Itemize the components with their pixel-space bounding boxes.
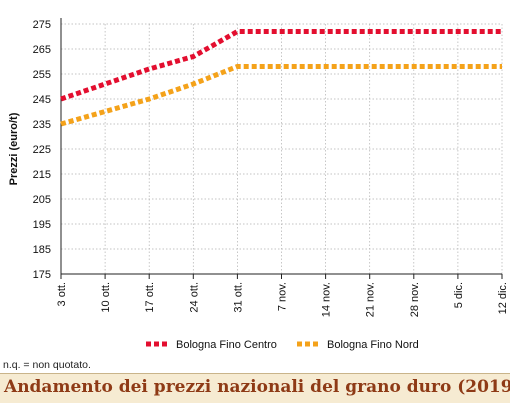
data-point-series-1	[455, 29, 460, 34]
y-tick-label: 235	[33, 119, 51, 131]
data-point-series-1	[59, 97, 64, 102]
data-point-series-2	[500, 64, 505, 69]
y-tick-label: 205	[33, 194, 51, 206]
x-tick-label: 24 ott.	[188, 282, 200, 313]
data-point-series-1	[367, 29, 372, 34]
x-tick-label: 17 ott.	[144, 282, 156, 313]
data-point-series-2	[279, 64, 284, 69]
data-point-series-1	[279, 29, 284, 34]
y-tick-label: 195	[33, 219, 51, 231]
data-point-series-1	[323, 29, 328, 34]
x-tick-label: 5 dic.	[453, 282, 465, 308]
data-point-series-1	[191, 54, 196, 59]
y-tick-label: 275	[33, 19, 51, 31]
x-tick-label: 10 ott.	[100, 282, 112, 313]
x-tick-label: 28 nov.	[409, 282, 421, 317]
data-point-series-2	[59, 122, 64, 127]
data-point-series-1	[500, 29, 505, 34]
data-point-series-2	[147, 97, 152, 102]
data-point-series-1	[103, 82, 108, 87]
y-tick-label: 185	[33, 244, 51, 256]
y-tick-label: 245	[33, 94, 51, 106]
y-axis-label: Prezzi (euro/t)	[8, 112, 20, 185]
x-tick-label: 12 dic.	[497, 282, 509, 314]
y-tick-label: 265	[33, 44, 51, 56]
chart-caption: Andamento dei prezzi nazionali del grano…	[4, 377, 510, 397]
data-point-series-2	[103, 109, 108, 114]
data-point-series-2	[367, 64, 372, 69]
data-point-series-2	[411, 64, 416, 69]
y-tick-label: 175	[33, 269, 51, 281]
data-point-series-2	[455, 64, 460, 69]
data-point-series-1	[235, 29, 240, 34]
data-point-series-2	[191, 82, 196, 87]
data-point-series-1	[411, 29, 416, 34]
y-tick-label: 215	[33, 169, 51, 181]
data-point-series-2	[323, 64, 328, 69]
y-tick-label: 225	[33, 144, 51, 156]
footnote: n.q. = non quotato.	[3, 359, 91, 371]
y-tick-label: 255	[33, 69, 51, 81]
x-tick-label: 7 nov.	[277, 282, 289, 311]
x-tick-label: 3 ott.	[56, 282, 68, 306]
x-tick-label: 21 nov.	[365, 282, 377, 317]
series-line-2	[60, 64, 502, 127]
x-tick-label: 14 nov.	[321, 282, 333, 317]
line-chart: 175 185 195 205 215 225 235 245 255 265 275 3 ott. 1…	[8, 18, 509, 351]
data-point-series-1	[147, 67, 152, 72]
legend-label-2: Bologna Fino Nord	[327, 339, 419, 351]
series-line-1	[60, 29, 502, 102]
x-tick-label: 31 ott.	[232, 282, 244, 313]
caption-bar: Andamento dei prezzi nazionali del grano…	[0, 373, 510, 403]
legend-label-1: Bologna Fino Centro	[176, 339, 277, 351]
data-point-series-2	[235, 64, 240, 69]
